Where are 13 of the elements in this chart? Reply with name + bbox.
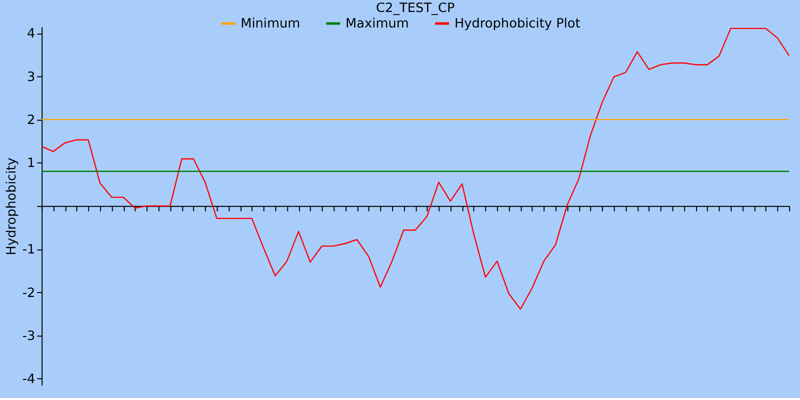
y-tick-label: -4 [22, 372, 36, 388]
chart-title: C2_TEST_CP [376, 0, 455, 16]
legend-label: Hydrophobicity Plot [454, 16, 580, 32]
y-tick-label: 3 [26, 70, 36, 85]
y-tick-label: -2 [22, 286, 36, 301]
y-tick-label: -3 [22, 328, 36, 344]
y-tick-label: 1 [26, 156, 36, 172]
y-tick-label: 4 [26, 26, 36, 42]
y-axis-title: Hydrophobicity [4, 157, 20, 256]
legend-label: Maximum [346, 16, 409, 32]
y-tick-label: -1 [22, 242, 36, 258]
y-tick-label: 2 [26, 113, 36, 128]
legend-label: Minimum [240, 16, 300, 32]
